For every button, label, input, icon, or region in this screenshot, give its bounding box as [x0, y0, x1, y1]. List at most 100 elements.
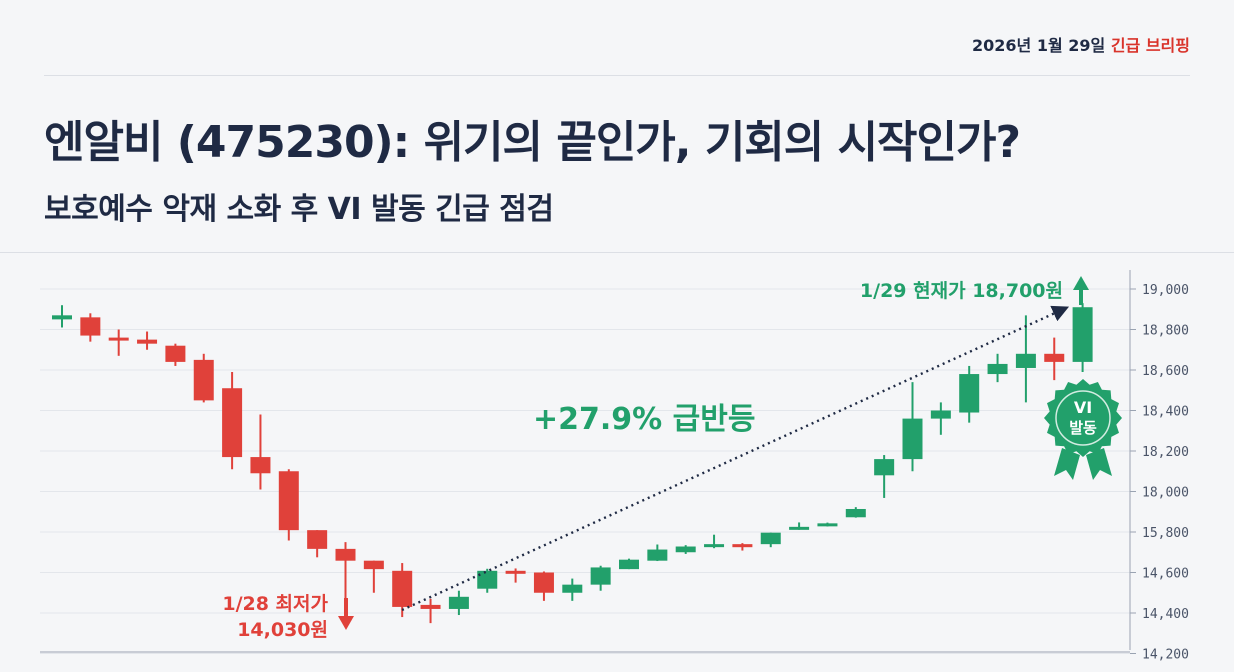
- candle-body: [137, 339, 158, 344]
- candle: [1072, 303, 1093, 373]
- candle-body: [193, 359, 214, 401]
- candle: [874, 455, 895, 498]
- candle-body: [760, 532, 781, 545]
- up-arrow-icon: [1073, 276, 1089, 305]
- candle-body: [165, 345, 186, 362]
- vi-badge-line1: VI: [1074, 398, 1092, 417]
- candle-body: [505, 570, 526, 574]
- candle: [307, 530, 328, 558]
- current-price-label: 1/29 현재가 18,700원: [860, 280, 1063, 302]
- candle-body: [392, 570, 413, 607]
- candles: [52, 303, 1093, 624]
- low-date-label: 1/28 최저가: [222, 593, 328, 615]
- briefing-tag: 긴급 브리핑: [1110, 36, 1190, 55]
- candle: [902, 382, 923, 472]
- candle-body: [959, 374, 980, 413]
- candle-body: [108, 337, 129, 341]
- candle: [193, 353, 214, 403]
- candle: [959, 365, 980, 423]
- low-price-label: 14,030원: [237, 619, 328, 641]
- candle-body: [817, 523, 838, 527]
- candle-body: [845, 508, 866, 518]
- candle: [675, 545, 696, 554]
- candle: [647, 544, 668, 562]
- candle-body: [1072, 307, 1093, 362]
- y-tick-label: 18,400: [1142, 405, 1189, 420]
- candle-body: [477, 570, 498, 589]
- candle-body: [448, 596, 469, 609]
- candle: [165, 343, 186, 366]
- candle: [760, 532, 781, 548]
- header-divider: [44, 75, 1190, 76]
- candle-body: [789, 526, 810, 530]
- candle-body: [562, 584, 583, 593]
- y-tick-labels: 19,000 18,800 18,600 18,400 18,200 18,000 15,8…: [1130, 283, 1189, 663]
- vi-badge-icon: VI 발동: [1044, 379, 1122, 480]
- candle: [1044, 337, 1065, 381]
- candle: [420, 598, 441, 624]
- candle: [562, 578, 583, 601]
- candle-body: [675, 546, 696, 553]
- candle-body: [619, 559, 639, 570]
- candle-body: [250, 457, 271, 474]
- candle: [987, 353, 1008, 383]
- candle: [590, 565, 611, 591]
- y-tick-label: 15,800: [1142, 526, 1189, 541]
- candle-body: [533, 572, 554, 593]
- page-title: 엔알비 (475230): 위기의 끝인가, 기회의 시작인가?: [44, 117, 1021, 168]
- candle-body: [420, 604, 441, 609]
- y-tick-label: 19,000: [1142, 283, 1189, 298]
- chart-divider: [0, 252, 1234, 253]
- candle-body: [902, 418, 923, 460]
- candle-body: [80, 317, 101, 336]
- briefing-date: 2026년 1월 29일: [972, 36, 1106, 55]
- y-tick-label: 14,200: [1142, 648, 1189, 663]
- y-tick-label: 18,000: [1142, 486, 1189, 501]
- rebound-trend-arrow: [401, 305, 1070, 612]
- candle-body: [307, 530, 328, 549]
- vi-badge-line2: 발동: [1069, 419, 1097, 437]
- y-tick-label: 18,800: [1142, 324, 1189, 339]
- candle: [1015, 315, 1036, 403]
- briefing-dateline: 2026년 1월 29일 긴급 브리핑: [972, 32, 1190, 56]
- candle-body: [874, 459, 895, 476]
- candle-body: [335, 548, 356, 561]
- candle: [477, 568, 498, 593]
- candle: [533, 571, 554, 601]
- candle-body: [732, 544, 753, 548]
- candle-body: [1044, 353, 1065, 362]
- candle: [363, 560, 384, 593]
- candle-body: [52, 315, 72, 320]
- rebound-percent-label: +27.9% 급반등: [533, 402, 755, 437]
- candle: [392, 563, 413, 618]
- candle-body: [363, 560, 384, 570]
- y-tick-label: 18,200: [1142, 445, 1189, 460]
- candle: [335, 542, 356, 605]
- candle: [52, 305, 72, 328]
- candle: [505, 568, 526, 583]
- candle: [619, 558, 639, 570]
- down-arrow-icon: [338, 598, 354, 630]
- candle: [732, 543, 753, 551]
- candle: [80, 313, 101, 342]
- candle-body: [704, 544, 725, 548]
- candle: [222, 372, 243, 470]
- candle-body: [278, 471, 299, 531]
- page-subtitle: 보호예수 악재 소화 후 VI 발동 긴급 점검: [44, 192, 554, 227]
- candle: [930, 402, 951, 435]
- grid-lines: [40, 288, 1130, 654]
- y-tick-label: 14,400: [1142, 607, 1189, 622]
- candle: [704, 534, 725, 549]
- candle-body: [930, 410, 951, 419]
- candle: [845, 507, 866, 518]
- candle: [789, 522, 810, 530]
- candle: [108, 329, 129, 356]
- candle: [448, 590, 469, 616]
- candle: [278, 469, 299, 541]
- candle: [250, 414, 271, 490]
- candle-body: [987, 363, 1008, 375]
- y-tick-label: 18,600: [1142, 364, 1189, 379]
- candle: [817, 522, 838, 527]
- candle-body: [647, 549, 668, 561]
